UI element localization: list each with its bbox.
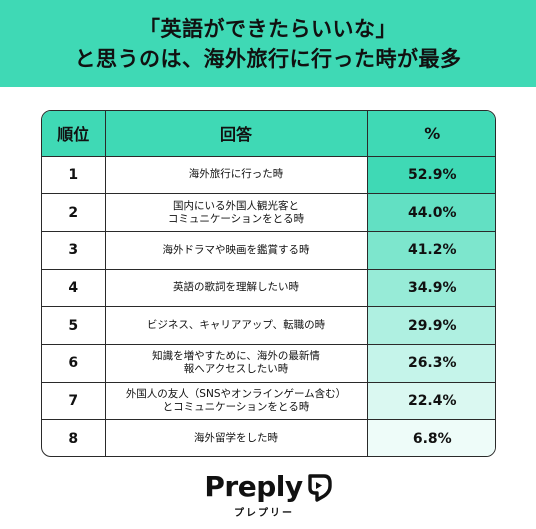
header-rank: 順位 [42,111,106,157]
row-answer: ビジネス、キャリアアップ、転職の時 [105,306,368,345]
table-row: 3 海外ドラマや映画を鑑賞する時 41.2% [42,231,495,270]
table-row: 7 外国人の友人（SNSやオンラインゲーム含む） とコミュニケーションをとる時 22… [42,382,495,421]
row-rank: 8 [42,419,106,456]
table-row: 6 知識を増やすために、海外の最新情 報へアクセスしたい時 26.3% [42,344,495,383]
brand-logo: Preply プレプリー [0,471,536,519]
row-percent: 44.0% [367,193,495,232]
row-answer: 国内にいる外国人観光客と コミュニケーションをとる時 [105,193,368,232]
table-row: 8 海外留学をした時 6.8% [42,419,495,456]
brand-name: Preply [204,470,303,503]
row-rank: 3 [42,231,106,270]
title-line-1: 「英語ができたらいいな」 [139,16,397,41]
title-banner: 「英語ができたらいいな」 と思うのは、海外旅行に行った時が最多 [0,0,536,87]
row-percent: 6.8% [367,419,495,456]
title-line-2: と思うのは、海外旅行に行った時が最多 [74,46,462,71]
row-percent: 22.4% [367,382,495,421]
row-rank: 6 [42,344,106,383]
row-rank: 4 [42,269,106,308]
row-percent: 26.3% [367,344,495,383]
table-row: 2 国内にいる外国人観光客と コミュニケーションをとる時 44.0% [42,193,495,232]
row-percent: 41.2% [367,231,495,270]
brand-subtitle: プレプリー [234,508,294,519]
table-row: 4 英語の歌詞を理解したい時 34.9% [42,269,495,308]
table-row: 5 ビジネス、キャリアアップ、転職の時 29.9% [42,306,495,345]
row-answer: 知識を増やすために、海外の最新情 報へアクセスしたい時 [105,344,368,383]
row-percent: 34.9% [367,269,495,308]
row-answer: 海外旅行に行った時 [105,156,368,195]
table-header-row: 順位 回答 % [42,111,495,157]
preply-heart-icon [307,474,332,502]
row-answer: 英語の歌詞を理解したい時 [105,269,368,308]
row-rank: 5 [42,306,106,345]
row-rank: 1 [42,156,106,195]
row-answer: 外国人の友人（SNSやオンラインゲーム含む） とコミュニケーションをとる時 [105,382,368,421]
header-percent: % [367,111,495,157]
row-rank: 2 [42,193,106,232]
row-answer: 海外留学をした時 [105,419,368,456]
row-percent: 52.9% [367,156,495,195]
ranking-table: 順位 回答 % 1 海外旅行に行った時 52.9% 2 国内にいる外国人観光客と コミュ… [41,110,496,457]
row-rank: 7 [42,382,106,421]
row-percent: 29.9% [367,306,495,345]
header-answer: 回答 [105,111,368,157]
row-answer: 海外ドラマや映画を鑑賞する時 [105,231,368,270]
table-row: 1 海外旅行に行った時 52.9% [42,156,495,195]
